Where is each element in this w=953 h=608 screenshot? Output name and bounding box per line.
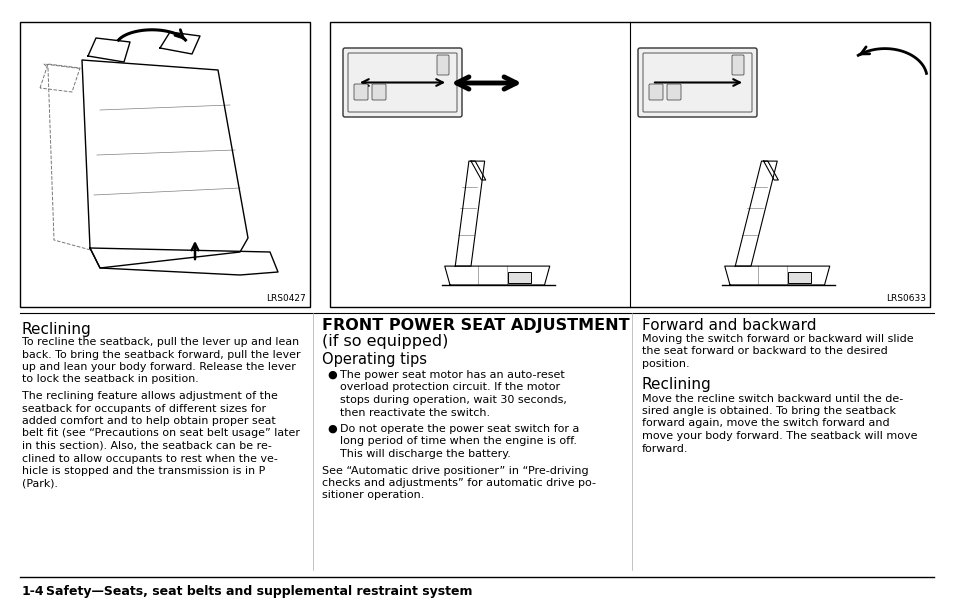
Text: Reclining: Reclining [22,322,91,337]
Polygon shape [762,161,778,180]
Text: (if so equipped): (if so equipped) [322,334,448,349]
Text: up and lean your body forward. Release the lever: up and lean your body forward. Release t… [22,362,295,372]
Text: The reclining feature allows adjustment of the: The reclining feature allows adjustment … [22,391,277,401]
Text: position.: position. [641,359,689,369]
FancyBboxPatch shape [648,84,662,100]
Text: to lock the seatback in position.: to lock the seatback in position. [22,375,198,384]
Text: belt fit (see “Precautions on seat belt usage” later: belt fit (see “Precautions on seat belt … [22,429,299,438]
Text: Reclining: Reclining [641,378,711,393]
Text: hicle is stopped and the transmission is in P: hicle is stopped and the transmission is… [22,466,265,476]
Text: sired angle is obtained. To bring the seatback: sired angle is obtained. To bring the se… [641,406,895,416]
Text: move your body forward. The seatback will move: move your body forward. The seatback wil… [641,431,917,441]
Polygon shape [724,266,829,285]
Text: ●: ● [327,370,336,380]
Text: (Park).: (Park). [22,478,58,488]
FancyBboxPatch shape [666,84,680,100]
Text: clined to allow occupants to rest when the ve-: clined to allow occupants to rest when t… [22,454,277,463]
Polygon shape [44,64,130,258]
Bar [20,22,310,307]
Polygon shape [455,161,484,266]
FancyBboxPatch shape [354,84,368,100]
Text: The power seat motor has an auto-reset: The power seat motor has an auto-reset [339,370,564,380]
Text: Forward and backward: Forward and backward [641,318,816,333]
Bar [507,272,530,283]
FancyBboxPatch shape [343,48,461,117]
Polygon shape [735,161,777,266]
Text: Move the recline switch backward until the de-: Move the recline switch backward until t… [641,393,902,404]
Text: back. To bring the seatback forward, pull the lever: back. To bring the seatback forward, pul… [22,350,300,359]
Polygon shape [444,266,549,285]
Text: overload protection circuit. If the motor: overload protection circuit. If the moto… [339,382,559,393]
Polygon shape [82,60,248,268]
Text: then reactivate the switch.: then reactivate the switch. [339,407,490,418]
Text: This will discharge the battery.: This will discharge the battery. [339,449,511,459]
FancyBboxPatch shape [372,84,386,100]
Text: Safety—Seats, seat belts and supplemental restraint system: Safety—Seats, seat belts and supplementa… [46,585,472,598]
Polygon shape [88,38,130,62]
Bar [330,22,929,307]
Text: forward.: forward. [641,443,688,454]
Text: forward again, move the switch forward and: forward again, move the switch forward a… [641,418,889,429]
Text: added comfort and to help obtain proper seat: added comfort and to help obtain proper … [22,416,275,426]
Text: long period of time when the engine is off.: long period of time when the engine is o… [339,437,577,446]
Text: stops during operation, wait 30 seconds,: stops during operation, wait 30 seconds, [339,395,566,405]
FancyBboxPatch shape [638,48,757,117]
FancyBboxPatch shape [436,55,449,75]
Text: sitioner operation.: sitioner operation. [322,491,424,500]
Text: To recline the seatback, pull the lever up and lean: To recline the seatback, pull the lever … [22,337,299,347]
Text: in this section). Also, the seatback can be re-: in this section). Also, the seatback can… [22,441,272,451]
Polygon shape [160,32,200,54]
Polygon shape [90,248,277,275]
Polygon shape [40,64,80,92]
Text: 1-4: 1-4 [22,585,45,598]
Text: LRS0633: LRS0633 [885,294,925,303]
Text: Operating tips: Operating tips [322,352,427,367]
Text: See “Automatic drive positioner” in “Pre-driving: See “Automatic drive positioner” in “Pre… [322,466,588,475]
Text: checks and adjustments” for automatic drive po-: checks and adjustments” for automatic dr… [322,478,596,488]
Text: FRONT POWER SEAT ADJUSTMENT: FRONT POWER SEAT ADJUSTMENT [322,318,629,333]
FancyBboxPatch shape [731,55,743,75]
Text: ●: ● [327,424,336,434]
Text: seatback for occupants of different sizes for: seatback for occupants of different size… [22,404,266,413]
Polygon shape [471,161,485,180]
Bar [787,272,810,283]
Text: the seat forward or backward to the desired: the seat forward or backward to the desi… [641,347,887,356]
Text: LRS0427: LRS0427 [266,294,306,303]
Text: Do not operate the power seat switch for a: Do not operate the power seat switch for… [339,424,578,434]
Text: Moving the switch forward or backward will slide: Moving the switch forward or backward wi… [641,334,913,344]
